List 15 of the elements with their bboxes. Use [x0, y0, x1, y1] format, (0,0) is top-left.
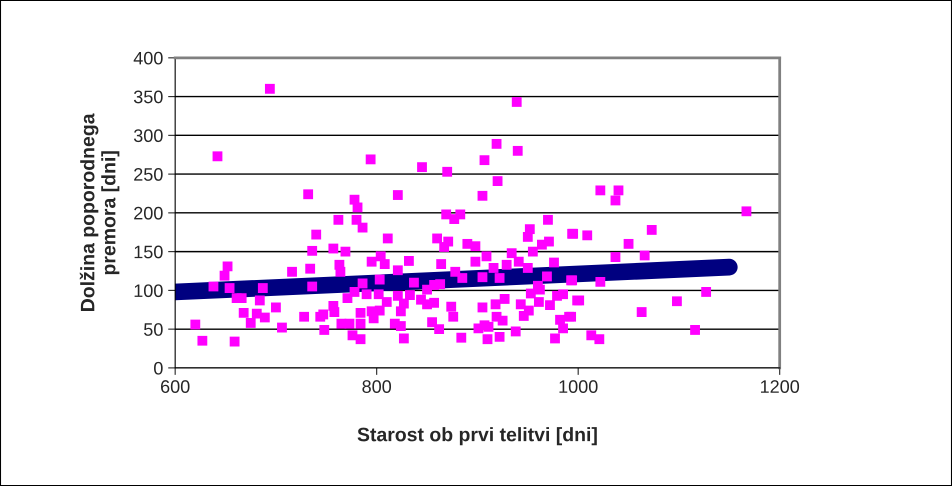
- y-tick-label: 100: [134, 284, 163, 298]
- x-tick-label: 1000: [559, 380, 598, 393]
- x-tick-label: 1200: [760, 380, 800, 393]
- x-axis-title: Starost ob prvi telitvi [dni]: [358, 427, 597, 446]
- y-tick-label: 300: [134, 129, 163, 142]
- y-tick-label: 350: [134, 90, 163, 104]
- y-tick-label: 50: [144, 323, 163, 336]
- x-tick-label: 800: [362, 380, 392, 393]
- y-tick-label: 200: [134, 206, 163, 220]
- y-tick-label: 250: [134, 168, 163, 181]
- y-tick-label: 150: [134, 246, 163, 258]
- y-axis-title: Dolžina poporodnega premora [dni]: [80, 113, 120, 311]
- x-tick-label: 600: [161, 380, 190, 393]
- y-tick-label: 0: [154, 362, 163, 375]
- y-tick-label: 400: [134, 52, 163, 65]
